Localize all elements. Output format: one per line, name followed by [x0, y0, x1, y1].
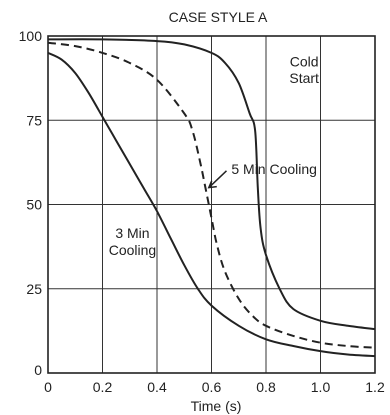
- y-tick-label: 50: [26, 197, 42, 213]
- annotation-label: 5 Min Cooling: [231, 161, 317, 177]
- series-line-cold-start: [47, 38, 376, 331]
- x-tick-label: 1.2: [365, 379, 385, 395]
- series-layer: [47, 38, 376, 358]
- x-tick-label: 1.0: [311, 379, 331, 395]
- x-tick-label: 0: [44, 379, 52, 395]
- series-line-5-min-cooling: [47, 41, 376, 349]
- annotation-arrow: [207, 170, 228, 189]
- chart-title: CASE STYLE A: [169, 9, 268, 25]
- y-tick-label: 75: [26, 112, 42, 128]
- grid: [47, 35, 376, 374]
- y-tick-label: 0: [34, 362, 42, 378]
- x-tick-label: 0.4: [147, 379, 167, 395]
- x-tick-label: 0.6: [202, 379, 222, 395]
- annotation-label: Cold: [290, 53, 319, 69]
- y-tick-label: 100: [19, 28, 43, 44]
- annotation-label: 3 Min: [115, 225, 149, 241]
- annotation-label: Cooling: [109, 242, 156, 258]
- ticks: 0 0.2 0.4 0.6 0.8 1.0 1.2 0 25 50 75 100: [19, 28, 385, 395]
- y-tick-label: 25: [26, 281, 42, 297]
- x-axis-label: Time (s): [191, 398, 242, 414]
- plot-frame: [47, 35, 376, 374]
- x-tick-label: 0.2: [93, 379, 113, 395]
- x-tick-label: 0.8: [256, 379, 276, 395]
- series-line-3-min-cooling: [47, 51, 376, 358]
- annotation-label: Start: [289, 70, 319, 86]
